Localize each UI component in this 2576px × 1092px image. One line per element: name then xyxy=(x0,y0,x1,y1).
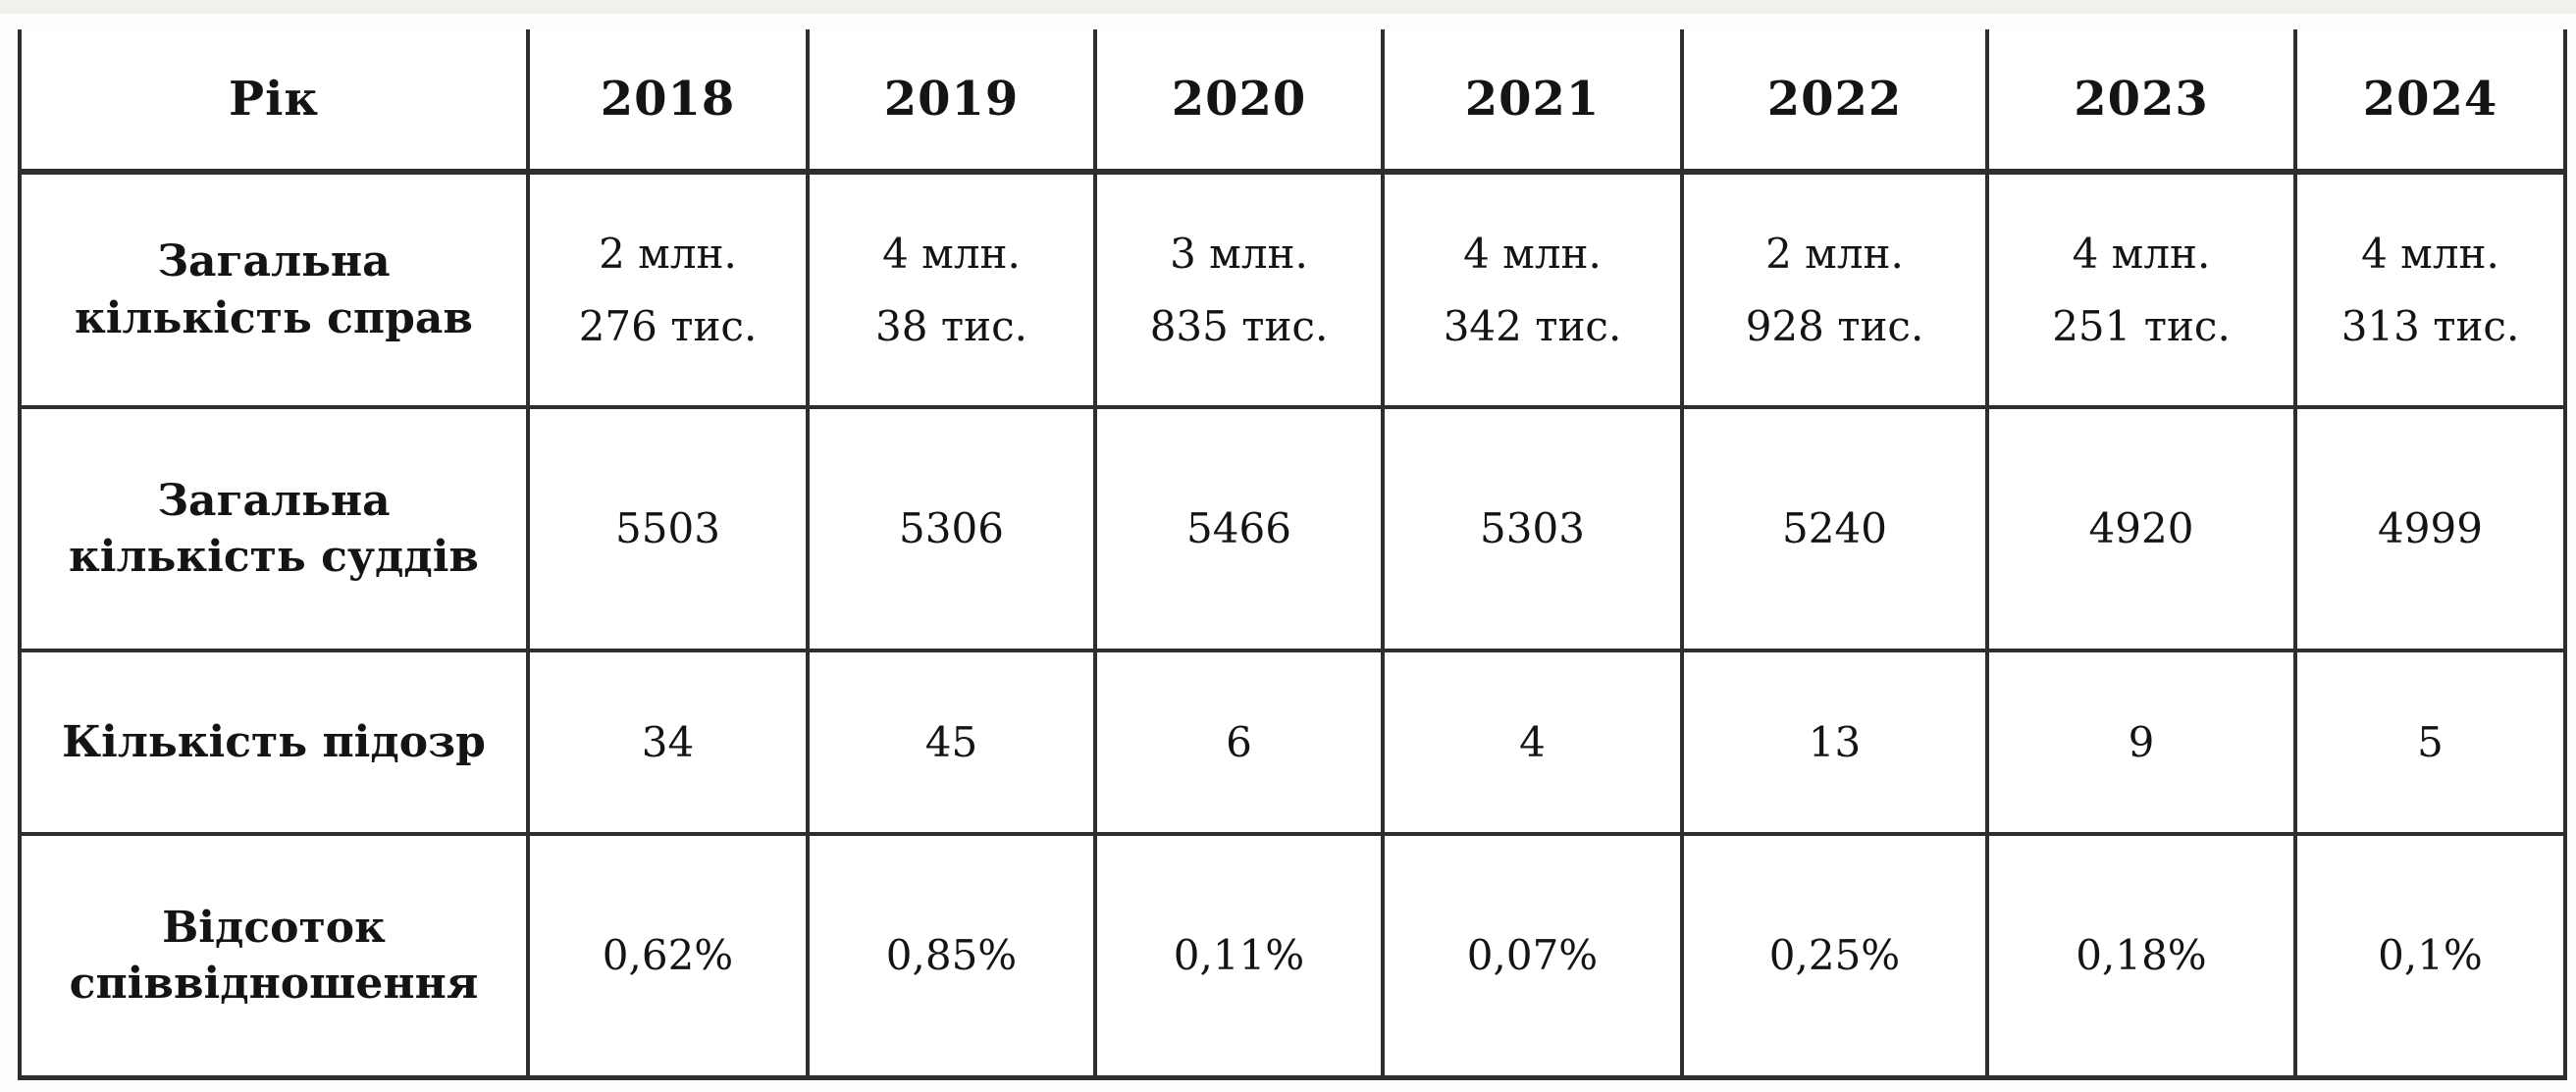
court-statistics-table: Рік 2018 2019 2020 2021 2022 2023 2024 З… xyxy=(18,29,2567,1080)
cell-suspicions-2019: 45 xyxy=(806,649,1097,836)
header-cell-2018: 2018 xyxy=(526,29,810,175)
cell-total-judges-2019: 5306 xyxy=(806,405,1097,652)
cell-suspicions-2024: 5 xyxy=(2293,649,2567,836)
value-line: 3 млн. xyxy=(1170,230,1308,278)
cell-suspicions-2022: 13 xyxy=(1680,649,1989,836)
cell-total-judges-2020: 5466 xyxy=(1093,405,1385,652)
cell-ratio-2018: 0,62% xyxy=(526,832,810,1079)
cell-ratio-2023: 0,18% xyxy=(1985,832,2297,1079)
value-line: 835 тис. xyxy=(1149,301,1329,350)
header-cell-2021: 2021 xyxy=(1381,29,1684,175)
value-line: 2 млн. xyxy=(599,230,737,278)
row-label-ratio-percent: Відсоток співвідношення xyxy=(18,832,530,1079)
table-row-total-cases: Загальна кількість справ 2 млн. 276 тис.… xyxy=(18,170,2567,409)
header-cell-2019: 2019 xyxy=(806,29,1097,175)
cell-suspicions-2021: 4 xyxy=(1381,649,1684,836)
row-label-line: Відсоток xyxy=(162,902,386,953)
table-row-total-judges: Загальна кількість суддів 5503 5306 5466… xyxy=(18,405,2567,652)
cell-total-judges-2018: 5503 xyxy=(526,405,810,652)
row-label-line: Кількість підозр xyxy=(62,716,486,767)
cell-ratio-2019: 0,85% xyxy=(806,832,1097,1079)
table-header-row: Рік 2018 2019 2020 2021 2022 2023 2024 xyxy=(18,29,2567,175)
cell-suspicions-2018: 34 xyxy=(526,649,810,836)
cell-total-cases-2022: 2 млн. 928 тис. xyxy=(1680,170,1989,409)
value-line: 2 млн. xyxy=(1765,230,1904,278)
value-line: 251 тис. xyxy=(2052,301,2231,350)
cell-ratio-2020: 0,11% xyxy=(1093,832,1385,1079)
header-cell-2020: 2020 xyxy=(1093,29,1385,175)
cell-suspicions-2020: 6 xyxy=(1093,649,1385,836)
cell-total-judges-2023: 4920 xyxy=(1985,405,2297,652)
table-row-suspicions: Кількість підозр 34 45 6 4 13 9 5 xyxy=(18,649,2567,836)
row-label-suspicions: Кількість підозр xyxy=(18,649,530,836)
value-line: 4 млн. xyxy=(2361,230,2499,278)
value-line: 4 млн. xyxy=(2072,230,2211,278)
table-row-ratio-percent: Відсоток співвідношення 0,62% 0,85% 0,11… xyxy=(18,832,2567,1079)
cell-ratio-2021: 0,07% xyxy=(1381,832,1684,1079)
value-line: 342 тис. xyxy=(1443,301,1622,350)
cell-total-cases-2023: 4 млн. 251 тис. xyxy=(1985,170,2297,409)
row-label-line: співвідношення xyxy=(69,958,479,1009)
cell-total-cases-2019: 4 млн. 38 тис. xyxy=(806,170,1097,409)
value-line: 4 млн. xyxy=(1463,230,1602,278)
cell-total-judges-2024: 4999 xyxy=(2293,405,2567,652)
cell-total-cases-2018: 2 млн. 276 тис. xyxy=(526,170,810,409)
row-label-line: Загальна xyxy=(157,236,391,287)
row-label-line: кількість справ xyxy=(75,292,473,343)
value-line: 928 тис. xyxy=(1745,301,1924,350)
value-line: 4 млн. xyxy=(882,230,1021,278)
cell-total-cases-2024: 4 млн. 313 тис. xyxy=(2293,170,2567,409)
cell-total-judges-2022: 5240 xyxy=(1680,405,1989,652)
header-cell-2024: 2024 xyxy=(2293,29,2567,175)
row-label-total-cases: Загальна кількість справ xyxy=(18,170,530,409)
statistics-table-container: Рік 2018 2019 2020 2021 2022 2023 2024 З… xyxy=(18,29,2576,1080)
page-top-margin-strip xyxy=(0,0,2576,14)
header-cell-year-label: Рік xyxy=(18,29,530,175)
header-cell-2022: 2022 xyxy=(1680,29,1989,175)
value-line: 313 тис. xyxy=(2340,301,2520,350)
cell-total-judges-2021: 5303 xyxy=(1381,405,1684,652)
value-line: 38 тис. xyxy=(875,301,1027,350)
row-label-line: кількість суддів xyxy=(69,532,479,582)
cell-total-cases-2021: 4 млн. 342 тис. xyxy=(1381,170,1684,409)
row-label-total-judges: Загальна кількість суддів xyxy=(18,405,530,652)
value-line: 276 тис. xyxy=(578,301,758,350)
header-cell-2023: 2023 xyxy=(1985,29,2297,175)
cell-ratio-2024: 0,1% xyxy=(2293,832,2567,1079)
cell-suspicions-2023: 9 xyxy=(1985,649,2297,836)
cell-total-cases-2020: 3 млн. 835 тис. xyxy=(1093,170,1385,409)
cell-ratio-2022: 0,25% xyxy=(1680,832,1989,1079)
row-label-line: Загальна xyxy=(157,475,391,526)
